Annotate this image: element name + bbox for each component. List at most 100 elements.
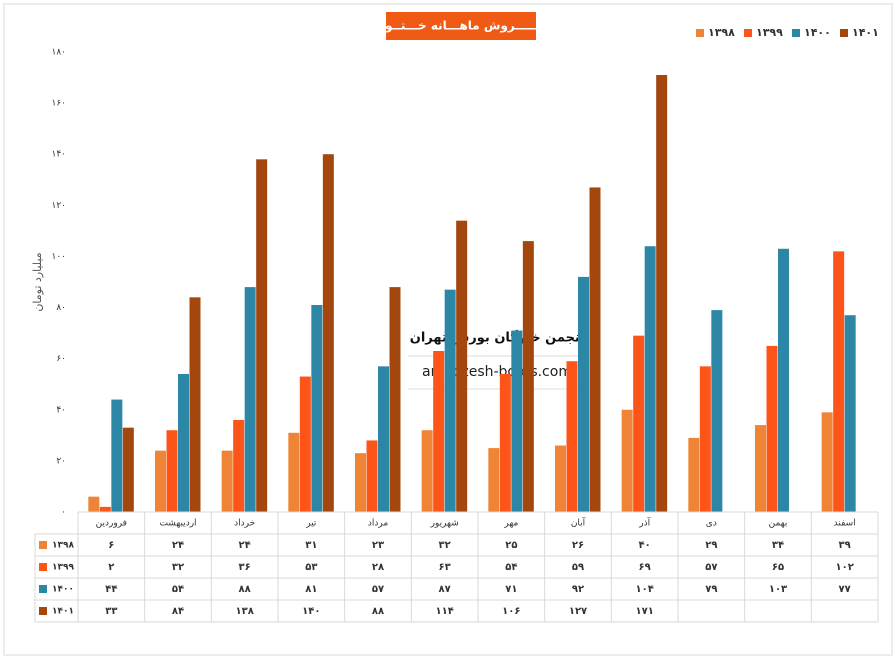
watermark: انجمن خبرگان بورس تهران (410, 330, 585, 346)
x-tick-label: اسفند (834, 519, 856, 529)
table-cell: ۱۳۸ (236, 606, 254, 617)
bar (499, 374, 511, 512)
table-cell: ۲۹ (705, 540, 717, 551)
table-cell: ۳۹ (839, 540, 851, 551)
bar (233, 420, 245, 512)
table-cell: ۲ (108, 562, 114, 573)
bar (122, 427, 134, 512)
bar (378, 366, 389, 512)
legend-swatch (792, 29, 800, 37)
bar (488, 448, 500, 512)
bar (778, 248, 789, 512)
bar (633, 335, 645, 512)
bar (644, 246, 656, 512)
y-tick-label: ۶۰ (56, 354, 66, 364)
legend-swatch (744, 29, 752, 37)
bar (511, 330, 523, 512)
table-cell: ۲۴ (239, 540, 251, 551)
x-tick-label: بهمن (769, 519, 788, 529)
table-cell: ۷۹ (705, 584, 717, 595)
table-cell: ۳۲ (439, 540, 451, 551)
x-tick-label: مهر (503, 519, 518, 529)
bar (311, 305, 323, 512)
table-cell: ۳۱ (305, 540, 317, 551)
bar (821, 412, 833, 512)
bar (256, 159, 268, 513)
y-tick-label: ۱۲۰ (51, 201, 66, 211)
table-cell: ۳۶ (239, 562, 251, 573)
bar (166, 430, 178, 512)
legend-swatch (39, 563, 47, 571)
table-cell: ۱۰۲ (836, 562, 854, 573)
x-tick-label: مرداد (368, 519, 388, 529)
bar (99, 506, 111, 512)
bar (155, 450, 166, 512)
y-tick-label: ۴۰ (56, 405, 66, 415)
legend-swatch (39, 585, 47, 593)
table-cell: ۳۲ (172, 562, 184, 573)
table-cell: ۷۱ (505, 584, 517, 595)
bar (421, 430, 433, 512)
table-row-label: ۱۴۰۱ (52, 607, 74, 617)
legend-swatch (840, 29, 848, 37)
x-tick-label: اردیبهشت (159, 519, 196, 529)
table-cell: ۵۴ (172, 584, 184, 595)
table-cell: ۲۴ (172, 540, 184, 551)
table-cell: ۴۴ (105, 584, 117, 595)
table-cell: ۸۴ (172, 606, 184, 617)
x-tick-label: شهریور (430, 519, 459, 529)
bar (299, 376, 311, 512)
table-cell: ۵۳ (305, 562, 317, 573)
bar (656, 75, 668, 512)
bar (755, 425, 766, 512)
bar (522, 241, 534, 512)
table-row-label: ۱۴۰۰ (52, 585, 74, 595)
chart-title: فـــــروش ماهـــانه خـــتــور (377, 19, 544, 34)
legend-label: ۱۳۹۸ (708, 26, 735, 39)
table-cell: ۲۶ (572, 540, 584, 551)
y-tick-label: ۱۴۰ (51, 150, 66, 160)
title-box (386, 12, 536, 40)
bar (711, 310, 723, 512)
table-cell: ۸۸ (372, 606, 384, 617)
y-tick-label: ۰ (61, 508, 66, 518)
table-cell: ۱۰۴ (636, 584, 654, 595)
bar (566, 361, 578, 512)
table-cell: ۸۷ (439, 584, 451, 595)
table-cell: ۱۴۰ (302, 606, 320, 617)
y-tick-label: ۱۶۰ (51, 99, 66, 109)
x-tick-label: آذر (638, 517, 650, 529)
table-cell: ۶ (108, 540, 114, 551)
table-cell: ۵۴ (505, 562, 517, 573)
table-cell: ۹۲ (572, 584, 584, 595)
table-row-label: ۱۳۹۸ (52, 541, 74, 551)
x-tick-label: خرداد (234, 519, 255, 529)
bar (456, 220, 468, 512)
table-cell: ۸۱ (305, 584, 317, 595)
table-cell: ۱۱۴ (436, 606, 454, 617)
bar (389, 287, 401, 512)
table-cell: ۱۷۱ (636, 606, 654, 617)
table-cell: ۵۷ (372, 584, 384, 595)
table-row-label: ۱۳۹۹ (52, 563, 74, 573)
table-cell: ۱۰۳ (769, 584, 787, 595)
bar (88, 496, 100, 512)
x-tick-label: آبان (571, 517, 586, 529)
bar (699, 366, 711, 512)
table-cell: ۶۵ (772, 562, 784, 573)
bar (578, 276, 589, 512)
x-tick-label: تیر (305, 519, 317, 529)
table-cell: ۵۷ (705, 562, 717, 573)
bar (688, 437, 700, 512)
bar (111, 399, 123, 512)
legend-label: ۱۴۰۱ (852, 26, 879, 39)
table-cell: ۷۷ (839, 584, 851, 595)
watermark: amoozesh-boors.com (422, 364, 572, 380)
bar (189, 297, 201, 512)
x-tick-label: دی (706, 519, 717, 529)
y-tick-label: ۸۰ (56, 303, 66, 313)
y-axis-label: میلیارد تومان (31, 252, 44, 311)
table-cell: ۱۰۶ (502, 606, 520, 617)
y-tick-label: ۲۰ (56, 456, 66, 466)
